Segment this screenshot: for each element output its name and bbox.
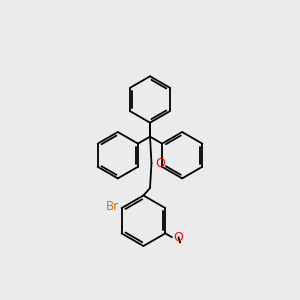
Text: Br: Br xyxy=(106,200,118,213)
Text: O: O xyxy=(173,231,183,244)
Text: O: O xyxy=(155,157,165,170)
